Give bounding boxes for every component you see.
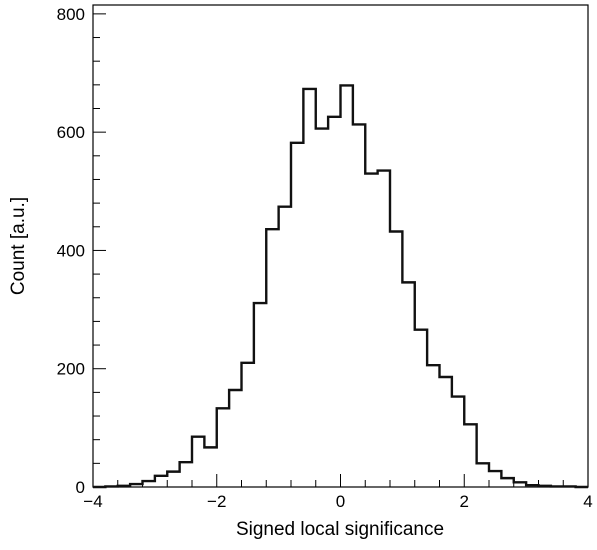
- histogram-outline: [93, 84, 588, 489]
- x-tick-label: 2: [460, 492, 469, 511]
- histogram-bins: [105, 85, 575, 487]
- histogram-bin: [303, 89, 315, 487]
- histogram-bin: [415, 330, 427, 487]
- x-tick-label: −2: [207, 492, 226, 511]
- x-axis-ticks: [92, 474, 589, 487]
- histogram-bin: [440, 377, 452, 487]
- histogram-bin: [477, 463, 489, 487]
- histogram-bin: [254, 303, 266, 487]
- histogram-bin: [341, 85, 353, 487]
- x-tick-labels: −4 −2 0 2 4: [83, 492, 592, 511]
- y-tick-label: 0: [76, 478, 85, 497]
- x-tick-label: 4: [583, 492, 592, 511]
- y-axis-ticks: [93, 13, 106, 488]
- histogram-bin: [464, 424, 476, 487]
- histogram-bin: [390, 232, 402, 487]
- histogram-bin: [167, 472, 179, 487]
- histogram-bin: [180, 462, 192, 487]
- y-tick-label: 400: [57, 241, 85, 260]
- histogram-bin: [452, 397, 464, 487]
- histogram-bin: [204, 447, 216, 487]
- y-tick-label: 800: [57, 5, 85, 24]
- x-axis-title: Signed local significance: [236, 519, 444, 540]
- histogram-bin: [266, 229, 278, 487]
- histogram-bin: [229, 390, 241, 487]
- histogram-bin: [217, 408, 229, 487]
- histogram-bin: [291, 143, 303, 487]
- histogram-bin: [316, 129, 328, 487]
- y-axis-title: Count [a.u.]: [8, 197, 29, 295]
- y-tick-label: 200: [57, 360, 85, 379]
- x-tick-label: 0: [336, 492, 345, 511]
- y-tick-label: 600: [57, 123, 85, 142]
- histogram-bin: [365, 174, 377, 487]
- histogram-bin: [279, 207, 291, 487]
- histogram-bin: [242, 363, 254, 487]
- histogram-bin: [489, 471, 501, 487]
- histogram-bin: [155, 476, 167, 487]
- histogram-bin: [378, 171, 390, 487]
- histogram-bin: [353, 124, 365, 487]
- histogram-bin: [427, 365, 439, 487]
- histogram-bin: [501, 478, 513, 487]
- histogram-bin: [192, 437, 204, 487]
- x-tick-label: −4: [83, 492, 102, 511]
- y-tick-labels: 0 200 400 600 800: [57, 5, 85, 497]
- histogram-bin: [328, 117, 340, 487]
- histogram-bin: [402, 282, 414, 487]
